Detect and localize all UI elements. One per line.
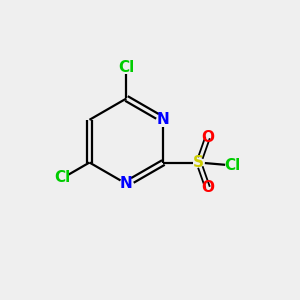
Text: O: O bbox=[201, 180, 214, 195]
Text: Cl: Cl bbox=[118, 60, 135, 75]
Text: Cl: Cl bbox=[55, 170, 71, 185]
Text: Cl: Cl bbox=[224, 158, 241, 173]
Text: O: O bbox=[201, 130, 214, 145]
Text: N: N bbox=[157, 112, 170, 127]
Text: N: N bbox=[120, 176, 133, 191]
Text: S: S bbox=[193, 155, 204, 170]
